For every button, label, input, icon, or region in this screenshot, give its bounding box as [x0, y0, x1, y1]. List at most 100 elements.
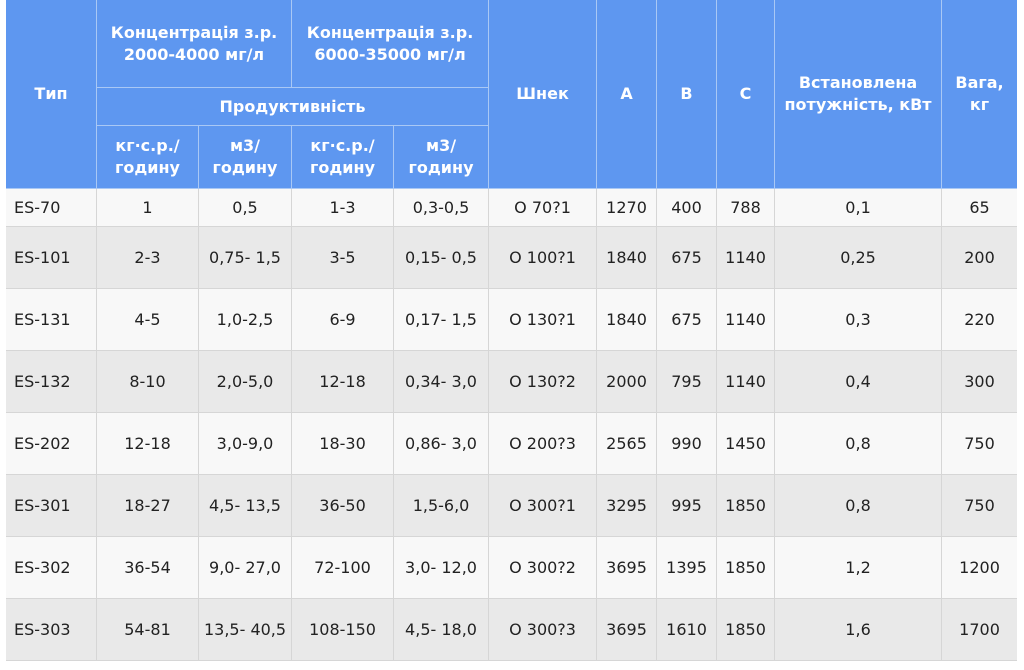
cell-b: 675: [657, 289, 718, 351]
cell-type: ES-101: [6, 227, 97, 289]
cell-m3-low: 9,0- 27,0: [199, 537, 293, 599]
table-body: ES-70 1 0,5 1-3 0,3-0,5 О 70?1 1270 400 …: [6, 189, 1018, 661]
cell-m3-low: 3,0-9,0: [199, 413, 293, 475]
cell-b: 995: [657, 475, 718, 537]
table-row: ES-132 8-10 2,0-5,0 12-18 0,34- 3,0 О 13…: [6, 351, 1018, 413]
table-row: ES-302 36-54 9,0- 27,0 72-100 3,0- 12,0 …: [6, 537, 1018, 599]
header-m3-hour-low: м3/ годину: [199, 126, 293, 189]
cell-b: 400: [657, 189, 718, 227]
cell-c: 1140: [717, 227, 776, 289]
header-kg-hour-low: кг·с.р./ годину: [97, 126, 199, 189]
table-row: ES-301 18-27 4,5- 13,5 36-50 1,5-6,0 О 3…: [6, 475, 1018, 537]
cell-kg-low: 36-54: [97, 537, 199, 599]
cell-type: ES-301: [6, 475, 97, 537]
cell-power: 0,8: [775, 475, 943, 537]
cell-power: 0,8: [775, 413, 943, 475]
cell-m3-high: 3,0- 12,0: [394, 537, 490, 599]
cell-m3-high: 0,3-0,5: [394, 189, 490, 227]
cell-power: 0,25: [775, 227, 943, 289]
header-c: C: [717, 0, 776, 189]
cell-type: ES-132: [6, 351, 97, 413]
cell-kg-low: 18-27: [97, 475, 199, 537]
cell-screw: О 300?2: [489, 537, 598, 599]
cell-kg-high: 3-5: [292, 227, 395, 289]
cell-kg-high: 18-30: [292, 413, 395, 475]
specs-table: Тип Концентрація з.р. 2000-4000 мг/л Кон…: [6, 0, 1018, 661]
cell-m3-low: 2,0-5,0: [199, 351, 293, 413]
cell-weight: 65: [942, 189, 1018, 227]
cell-weight: 1700: [942, 599, 1018, 661]
cell-screw: О 70?1: [489, 189, 598, 227]
cell-kg-low: 12-18: [97, 413, 199, 475]
cell-type: ES-70: [6, 189, 97, 227]
header-weight: Вага, кг: [942, 0, 1018, 189]
cell-kg-high: 36-50: [292, 475, 395, 537]
cell-kg-low: 8-10: [97, 351, 199, 413]
cell-screw: О 300?1: [489, 475, 598, 537]
header-screw: Шнек: [489, 0, 598, 189]
table-row: ES-131 4-5 1,0-2,5 6-9 0,17- 1,5 О 130?1…: [6, 289, 1018, 351]
cell-b: 990: [657, 413, 718, 475]
cell-screw: О 200?3: [489, 413, 598, 475]
table-row: ES-101 2-3 0,75- 1,5 3-5 0,15- 0,5 О 100…: [6, 227, 1018, 289]
cell-screw: О 300?3: [489, 599, 598, 661]
cell-m3-high: 0,17- 1,5: [394, 289, 490, 351]
cell-weight: 750: [942, 475, 1018, 537]
table-header: Тип Концентрація з.р. 2000-4000 мг/л Кон…: [6, 0, 1018, 189]
cell-weight: 200: [942, 227, 1018, 289]
cell-screw: О 100?1: [489, 227, 598, 289]
cell-weight: 1200: [942, 537, 1018, 599]
cell-type: ES-303: [6, 599, 97, 661]
cell-kg-high: 6-9: [292, 289, 395, 351]
header-conc-low: Концентрація з.р. 2000-4000 мг/л: [97, 0, 293, 88]
cell-kg-low: 54-81: [97, 599, 199, 661]
cell-kg-low: 2-3: [97, 227, 199, 289]
header-power: Встановлена потужність, кВт: [775, 0, 943, 189]
cell-kg-high: 1-3: [292, 189, 395, 227]
cell-c: 1850: [717, 475, 776, 537]
cell-m3-high: 0,86- 3,0: [394, 413, 490, 475]
cell-a: 2565: [597, 413, 658, 475]
cell-power: 0,1: [775, 189, 943, 227]
cell-power: 0,3: [775, 289, 943, 351]
header-a: A: [597, 0, 658, 189]
cell-c: 1450: [717, 413, 776, 475]
cell-screw: О 130?2: [489, 351, 598, 413]
header-type: Тип: [6, 0, 97, 189]
cell-c: 788: [717, 189, 776, 227]
cell-kg-high: 12-18: [292, 351, 395, 413]
cell-a: 3695: [597, 537, 658, 599]
cell-m3-low: 13,5- 40,5: [199, 599, 293, 661]
cell-weight: 750: [942, 413, 1018, 475]
cell-c: 1140: [717, 289, 776, 351]
cell-m3-low: 0,5: [199, 189, 293, 227]
header-kg-hour-high: кг·с.р./ годину: [292, 126, 395, 189]
cell-c: 1850: [717, 537, 776, 599]
cell-b: 1395: [657, 537, 718, 599]
table-row: ES-202 12-18 3,0-9,0 18-30 0,86- 3,0 О 2…: [6, 413, 1018, 475]
cell-type: ES-131: [6, 289, 97, 351]
cell-b: 675: [657, 227, 718, 289]
cell-kg-high: 108-150: [292, 599, 395, 661]
header-m3-hour-high: м3/ годину: [394, 126, 490, 189]
cell-weight: 300: [942, 351, 1018, 413]
cell-b: 1610: [657, 599, 718, 661]
cell-m3-high: 0,15- 0,5: [394, 227, 490, 289]
cell-a: 1840: [597, 227, 658, 289]
cell-type: ES-202: [6, 413, 97, 475]
cell-kg-low: 4-5: [97, 289, 199, 351]
cell-a: 1270: [597, 189, 658, 227]
cell-a: 3295: [597, 475, 658, 537]
cell-kg-low: 1: [97, 189, 199, 227]
cell-c: 1850: [717, 599, 776, 661]
header-conc-high: Концентрація з.р. 6000-35000 мг/л: [292, 0, 490, 88]
cell-a: 3695: [597, 599, 658, 661]
cell-weight: 220: [942, 289, 1018, 351]
cell-m3-high: 4,5- 18,0: [394, 599, 490, 661]
cell-c: 1140: [717, 351, 776, 413]
table-row: ES-303 54-81 13,5- 40,5 108-150 4,5- 18,…: [6, 599, 1018, 661]
cell-type: ES-302: [6, 537, 97, 599]
cell-m3-low: 0,75- 1,5: [199, 227, 293, 289]
cell-screw: О 130?1: [489, 289, 598, 351]
cell-m3-high: 0,34- 3,0: [394, 351, 490, 413]
